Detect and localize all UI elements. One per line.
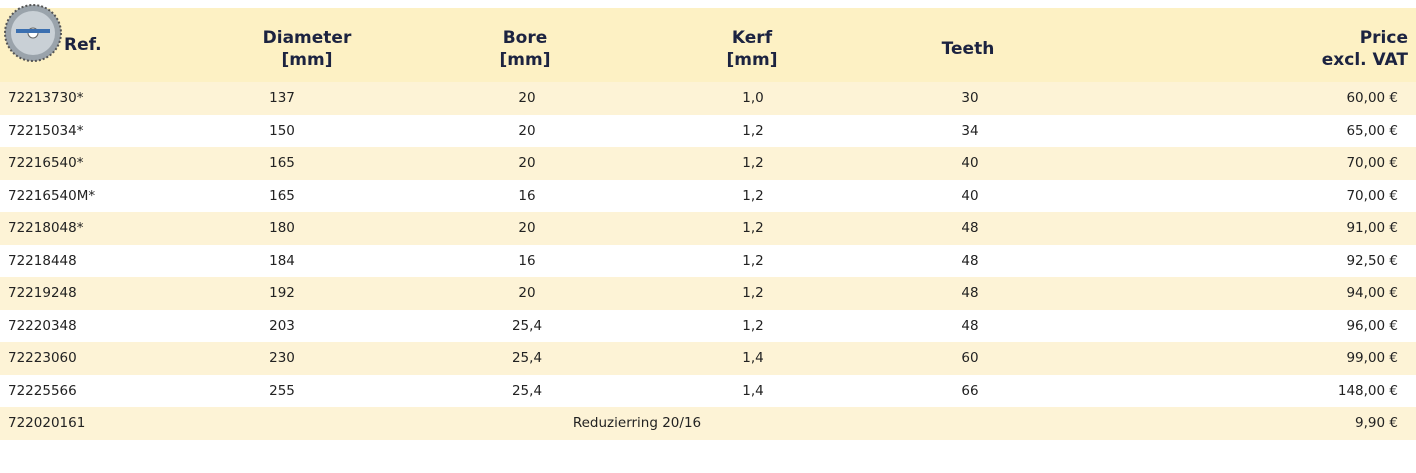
table-cell: 66 (890, 375, 1050, 408)
table-cell: 1,2 (673, 310, 833, 343)
table-cell: 72216540M* (8, 180, 95, 213)
table-cell: 40 (890, 180, 1050, 213)
column-header: excl. VAT (1322, 49, 1408, 71)
table-cell: 1,2 (673, 277, 833, 310)
table-cell: 25,4 (447, 310, 607, 343)
column-header: [mm] (207, 49, 407, 71)
table-cell: 16 (447, 245, 607, 278)
table-cell: 148,00 € (1338, 375, 1398, 408)
table-cell: 20 (447, 82, 607, 115)
table-cell: 72219248 (8, 277, 77, 310)
table-cell: 48 (890, 277, 1050, 310)
table-cell: 96,00 € (1346, 310, 1398, 343)
table-cell: 165 (202, 180, 362, 213)
table-cell: 137 (202, 82, 362, 115)
table-cell: 722020161 (8, 407, 85, 440)
table-cell: 165 (202, 147, 362, 180)
column-header: Kerf (652, 27, 852, 49)
table-cell: 184 (202, 245, 362, 278)
column-header: Diameter (207, 27, 407, 49)
table-cell: 70,00 € (1346, 180, 1398, 213)
table-cell: 20 (447, 212, 607, 245)
table-cell: 25,4 (447, 375, 607, 408)
table-cell: 40 (890, 147, 1050, 180)
table-cell: 72213730* (8, 82, 83, 115)
table-cell: 72220348 (8, 310, 77, 343)
table-cell: 34 (890, 115, 1050, 148)
table-cell: 16 (447, 180, 607, 213)
table-cell: 1,2 (673, 245, 833, 278)
table-cell: 1,2 (673, 180, 833, 213)
table-cell: 70,00 € (1346, 147, 1398, 180)
table-cell: 25,4 (447, 342, 607, 375)
table-cell: 72218048* (8, 212, 83, 245)
saw-blade-icon (4, 4, 62, 62)
table-cell: 94,00 € (1346, 277, 1398, 310)
table-cell: 1,4 (673, 375, 833, 408)
table-cell: 72215034* (8, 115, 83, 148)
table-cell: 1,2 (673, 212, 833, 245)
table-cell: 60,00 € (1346, 82, 1398, 115)
table-cell: Reduzierring 20/16 (437, 407, 837, 440)
table-cell: 30 (890, 82, 1050, 115)
table-cell: 65,00 € (1346, 115, 1398, 148)
table-cell: 1,2 (673, 147, 833, 180)
table-cell: 9,90 € (1355, 407, 1398, 440)
table-cell: 48 (890, 212, 1050, 245)
column-header: Price (1360, 27, 1408, 49)
table-cell: 203 (202, 310, 362, 343)
table-cell: 72223060 (8, 342, 77, 375)
page: Ref.Diameter[mm]Bore[mm]Kerf[mm]TeethPri… (0, 0, 1416, 473)
table-cell: 72218448 (8, 245, 77, 278)
table-cell: 20 (447, 147, 607, 180)
column-header: Teeth (868, 38, 1068, 60)
column-header: Bore (425, 27, 625, 49)
table-cell: 91,00 € (1346, 212, 1398, 245)
table-cell: 48 (890, 310, 1050, 343)
table-cell: 180 (202, 212, 362, 245)
column-header: [mm] (652, 49, 852, 71)
table-cell: 150 (202, 115, 362, 148)
column-header: Ref. (64, 34, 102, 56)
table-cell: 1,0 (673, 82, 833, 115)
table-cell: 255 (202, 375, 362, 408)
table-cell: 230 (202, 342, 362, 375)
table-cell: 99,00 € (1346, 342, 1398, 375)
column-header: [mm] (425, 49, 625, 71)
table-cell: 20 (447, 277, 607, 310)
table-cell: 72225566 (8, 375, 77, 408)
table-cell: 20 (447, 115, 607, 148)
table-cell: 192 (202, 277, 362, 310)
table-cell: 92,50 € (1346, 245, 1398, 278)
table-cell: 1,4 (673, 342, 833, 375)
table-cell: 48 (890, 245, 1050, 278)
table-cell: 60 (890, 342, 1050, 375)
table-cell: 72216540* (8, 147, 83, 180)
table-cell: 1,2 (673, 115, 833, 148)
